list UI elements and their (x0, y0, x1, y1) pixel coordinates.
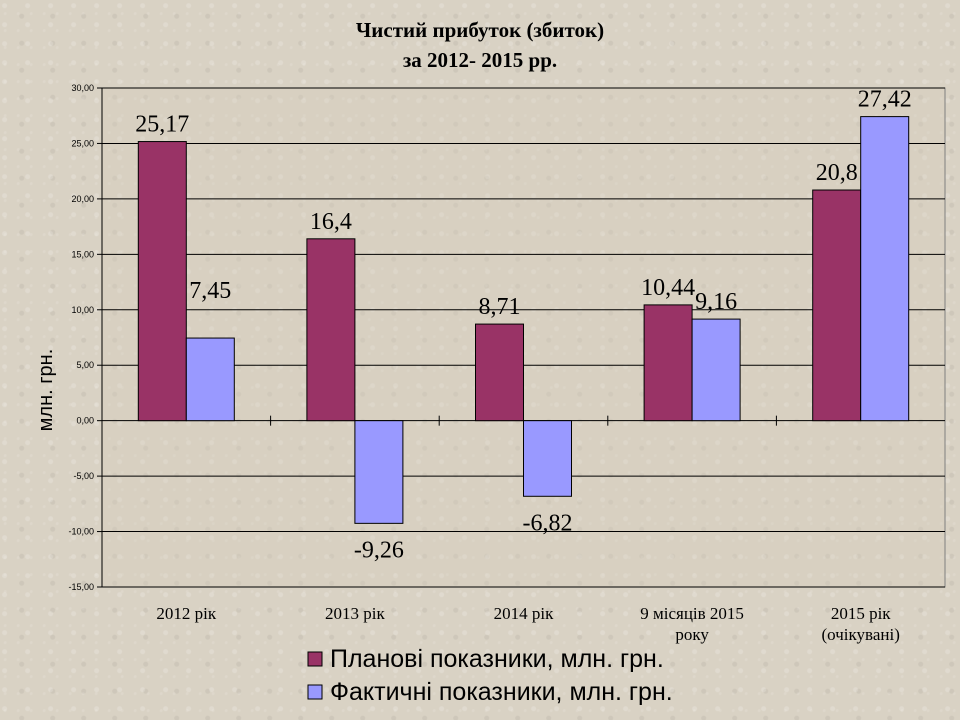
bar-series-2 (523, 420, 572, 497)
y-tick-label: 10,00 (71, 305, 94, 315)
y-tick-label: 5,00 (76, 360, 94, 370)
x-tick-label: (очікувані) (822, 625, 900, 644)
y-tick-label: 15,00 (71, 249, 94, 259)
y-tick-label: -5,00 (73, 471, 94, 481)
y-tick-label: -10,00 (68, 527, 94, 537)
plot-area: 30,00 25,00 20,00 15,00 10,00 5,00 0,00 -5,00 -1… (68, 83, 946, 644)
chart-title: Чистий прибуток (збиток) (356, 18, 604, 42)
data-label: 25,17 (135, 112, 189, 138)
bar-series-2 (691, 318, 741, 422)
bar-series-2 (185, 337, 235, 422)
bar-series-2 (860, 116, 910, 422)
legend-swatch (307, 684, 323, 700)
x-tick-label: 2015 рік (831, 604, 891, 623)
x-tick-label: 9 місяців 2015 (640, 604, 744, 623)
bar-series-1 (475, 323, 524, 422)
legend-label: Фактичні показники, млн. грн. (330, 678, 673, 706)
bar-series-1 (137, 141, 187, 422)
bar-series-1 (306, 238, 356, 422)
bar-series-1 (643, 304, 693, 422)
x-tick-label: 2014 рік (494, 604, 554, 623)
data-label: 20,8 (816, 160, 858, 186)
y-axis-label: млн. грн. (35, 349, 57, 432)
data-label: 27,42 (858, 87, 912, 113)
data-label: -6,82 (523, 510, 573, 536)
data-label: 7,45 (189, 278, 231, 304)
bar-series-1 (812, 189, 862, 422)
data-label: 8,71 (479, 294, 521, 320)
bar-series-2 (354, 420, 404, 524)
y-tick-label: 20,00 (71, 194, 94, 204)
y-tick-label: 0,00 (76, 416, 94, 426)
legend-label: Планові показники, млн. грн. (330, 645, 664, 673)
y-tick-label: 25,00 (71, 138, 94, 148)
y-tick-label: 30,00 (71, 83, 94, 93)
chart-subtitle: за 2012- 2015 рр. (403, 48, 557, 72)
x-tick-label: року (675, 625, 709, 644)
x-tick-label: 2013 рік (325, 604, 385, 623)
data-label: -9,26 (354, 537, 404, 563)
y-tick-label: -15,00 (68, 582, 94, 592)
data-label: 16,4 (310, 209, 352, 235)
legend-swatch (307, 651, 323, 667)
x-tick-label: 2012 рік (156, 604, 216, 623)
legend: Планові показники, млн. грн. Фактичні пок… (307, 645, 673, 706)
data-label: 9,16 (695, 289, 737, 315)
data-label: 10,44 (641, 275, 695, 301)
